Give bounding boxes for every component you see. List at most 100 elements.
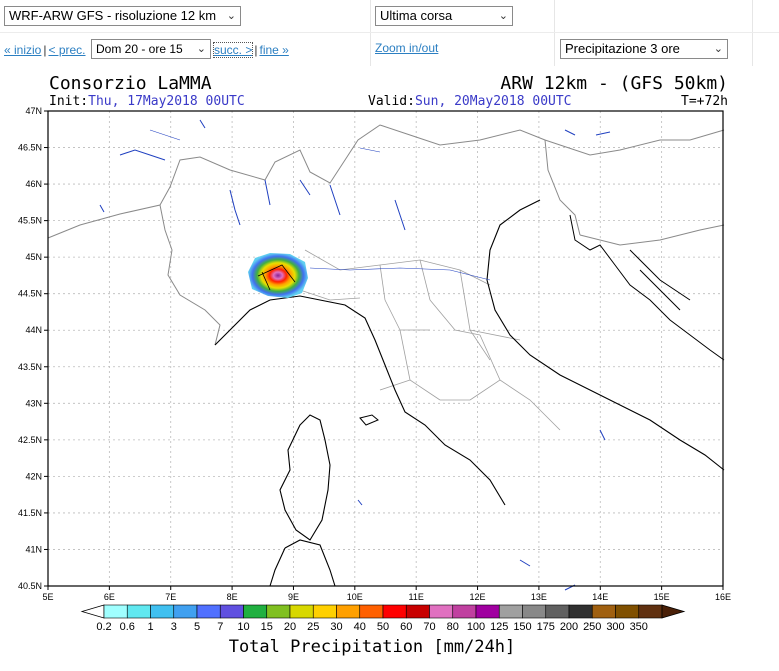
zoom-area: Zoom in/out (375, 41, 438, 55)
lat-label: 42N (25, 471, 42, 481)
legend-value: 50 (377, 621, 389, 633)
lat-label: 40.5N (18, 581, 42, 591)
chevron-down-icon: ⌄ (226, 10, 236, 22)
legend-swatch (475, 604, 500, 619)
legend-value: 125 (490, 621, 508, 633)
legend-value: 250 (583, 621, 601, 633)
model-select[interactable]: WRF-ARW GFS - risoluzione 12 km ⌄ (4, 6, 241, 26)
legend-value: 60 (400, 621, 412, 633)
field-select[interactable]: Precipitazione 3 ore ⌄ (560, 39, 728, 59)
time-navigation: « inizio | < prec. (4, 43, 86, 57)
legend-value: 3 (171, 621, 177, 633)
column-divider (752, 0, 753, 66)
lon-label: 7E (165, 592, 176, 602)
legend-value: 175 (537, 621, 555, 633)
legend-swatch (243, 604, 268, 619)
chevron-down-icon: ⌄ (713, 43, 723, 55)
valid-value: Sun, 20May2018 00UTC (414, 94, 572, 109)
chevron-down-icon: ⌄ (498, 10, 508, 22)
lon-label: 13E (531, 592, 547, 602)
lakes (99, 119, 611, 591)
first-link[interactable]: « inizio (4, 43, 42, 57)
legend-value: 20 (284, 621, 296, 633)
field-select-value: Precipitazione 3 ore (565, 41, 680, 56)
legend-swatch (312, 604, 337, 619)
forecast-hour: T=+72h (681, 94, 728, 109)
legend-value: 0.6 (120, 621, 135, 633)
lon-label: 8E (227, 592, 238, 602)
lon-label: 9E (288, 592, 299, 602)
legend-swatch (219, 604, 244, 619)
zoom-link[interactable]: Zoom in/out (375, 41, 439, 55)
legend-swatch (289, 604, 314, 619)
legend-value: 15 (261, 621, 273, 633)
lat-label: 46N (25, 179, 42, 189)
legend-swatch (615, 604, 640, 619)
lat-label: 42.5N (18, 435, 42, 445)
legend-swatch (522, 604, 547, 619)
lat-label: 41N (25, 544, 42, 554)
legend-swatch (359, 604, 384, 619)
time-select[interactable]: Dom 20 - ore 15 ⌄ (91, 39, 211, 59)
legend-title: Total Precipitation [mm/24h] (229, 637, 516, 657)
row-divider (0, 32, 779, 33)
istria-dalmatia-coast (569, 214, 725, 361)
legend-value: 30 (330, 621, 342, 633)
init-label: Init: (49, 94, 89, 109)
france-italy-border (159, 204, 221, 346)
lat-label: 41.5N (18, 508, 42, 518)
slovenia-border (544, 139, 581, 236)
legend-swatch (568, 604, 593, 619)
lon-label: 14E (592, 592, 608, 602)
producer-title: Consorzio LaMMA (49, 73, 212, 94)
legend-swatch (173, 604, 198, 619)
legend-max-arrow (661, 604, 686, 619)
sardinia-coast (269, 539, 336, 587)
legend-swatch (336, 604, 361, 619)
legend-value: 300 (606, 621, 624, 633)
lon-label: 5E (42, 592, 53, 602)
lon-label: 6E (104, 592, 115, 602)
legend-value: 200 (560, 621, 578, 633)
last-link[interactable]: fine » (259, 43, 289, 57)
legend-value: 25 (307, 621, 319, 633)
time-select-value: Dom 20 - ore 15 (96, 42, 183, 56)
legend-swatch (452, 604, 477, 619)
time-navigation-next: succ. > | fine » (212, 42, 289, 58)
chevron-down-icon: ⌄ (196, 43, 206, 55)
init-value: Thu, 17May2018 00UTC (88, 94, 245, 109)
legend-swatch (638, 604, 663, 619)
lat-label: 45N (25, 252, 42, 262)
lat-label: 46.5N (18, 143, 42, 153)
legend-swatch (150, 604, 175, 619)
croatia-border (579, 224, 725, 246)
valid-label: Valid: (368, 94, 415, 109)
legend-swatch (405, 604, 430, 619)
controls-panel: WRF-ARW GFS - risoluzione 12 km ⌄ Ultima… (0, 0, 779, 66)
lat-label: 43.5N (18, 362, 42, 372)
legend-min-arrow (80, 604, 105, 619)
lat-lon-grid (48, 111, 723, 586)
alps-border (47, 124, 725, 239)
model-select-value: WRF-ARW GFS - risoluzione 12 km (9, 8, 217, 23)
rivers (149, 129, 491, 281)
lon-label: 16E (715, 592, 731, 602)
column-divider (554, 0, 555, 66)
legend-swatch (382, 604, 407, 619)
run-select[interactable]: Ultima corsa ⌄ (375, 6, 513, 26)
legend-swatch (266, 604, 291, 619)
run-select-value: Ultima corsa (380, 8, 453, 23)
adriatic-coast (486, 199, 725, 471)
lon-label: 12E (470, 592, 486, 602)
legend-value: 10 (237, 621, 249, 633)
precipitation-area (248, 253, 308, 298)
regional-boundaries (299, 249, 561, 431)
legend-value: 70 (423, 621, 435, 633)
coastlines-and-borders (47, 119, 725, 591)
legend-value: 40 (354, 621, 366, 633)
next-link[interactable]: succ. > (212, 42, 254, 58)
prev-link[interactable]: < prec. (48, 43, 86, 57)
lat-label: 44N (25, 325, 42, 335)
legend-value: 80 (447, 621, 459, 633)
